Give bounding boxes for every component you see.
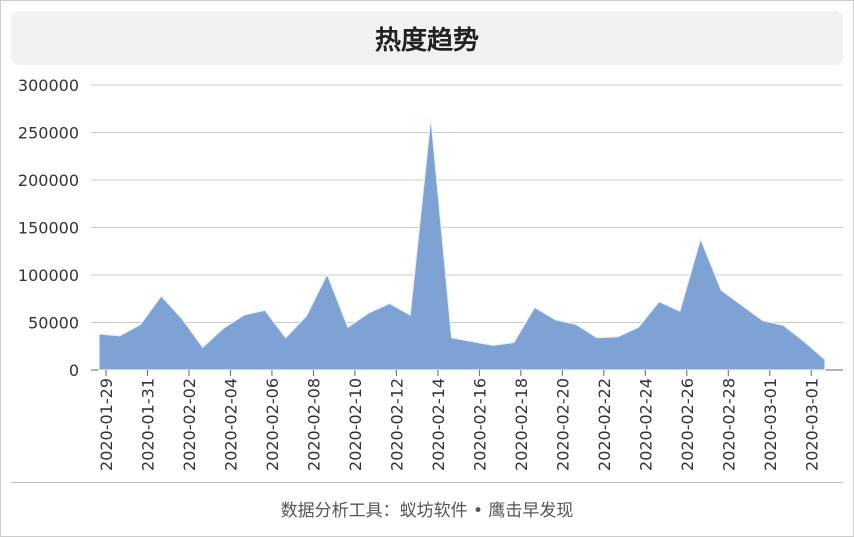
x-tick-label: 2020-02-18 <box>512 378 531 471</box>
y-tick-label: 0 <box>69 361 79 380</box>
x-tick-label: 2020-02-20 <box>553 378 572 471</box>
x-tick-label: 2020-02-02 <box>180 378 199 471</box>
x-tick-label: 2020-02-16 <box>470 378 489 471</box>
x-tick-label: 2020-02-06 <box>263 378 282 471</box>
x-tick-label: 2020-02-14 <box>429 378 448 471</box>
y-tick-label: 250000 <box>18 124 79 143</box>
separator <box>11 482 843 483</box>
x-tick-label: 2020-02-12 <box>387 378 406 471</box>
x-tick-label: 2020-01-29 <box>97 378 116 471</box>
footer: 数据分析工具：蚁坊软件 • 鹰击早发现 <box>280 501 574 521</box>
y-tick-label: 50000 <box>28 314 79 333</box>
x-tick-label: 2020-01-31 <box>138 378 157 471</box>
x-tick-label: 2020-02-28 <box>719 378 738 471</box>
chart: 0 50000 100000 150000 200000 250000 300000 2020… <box>18 76 843 471</box>
chart-title: 热度趋势 <box>11 11 843 65</box>
x-tick-label: 2020-02-10 <box>346 378 365 471</box>
x-tick-label: 2020-03-01 <box>761 378 780 471</box>
y-tick-label: 200000 <box>18 171 79 190</box>
y-tick-label: 150000 <box>18 219 79 238</box>
y-tick-label: 100000 <box>18 266 79 285</box>
x-tick-label: 2020-02-22 <box>595 378 614 471</box>
x-tick-label: 2020-02-04 <box>221 378 240 471</box>
y-tick-label: 300000 <box>18 76 79 95</box>
x-tick-label: 2020-02-26 <box>678 378 697 471</box>
x-tick-label: 2020-03-01 <box>802 378 821 471</box>
area <box>98 117 826 371</box>
x-tick-label: 2020-02-08 <box>304 378 323 471</box>
x-tick-label: 2020-02-24 <box>636 378 655 471</box>
